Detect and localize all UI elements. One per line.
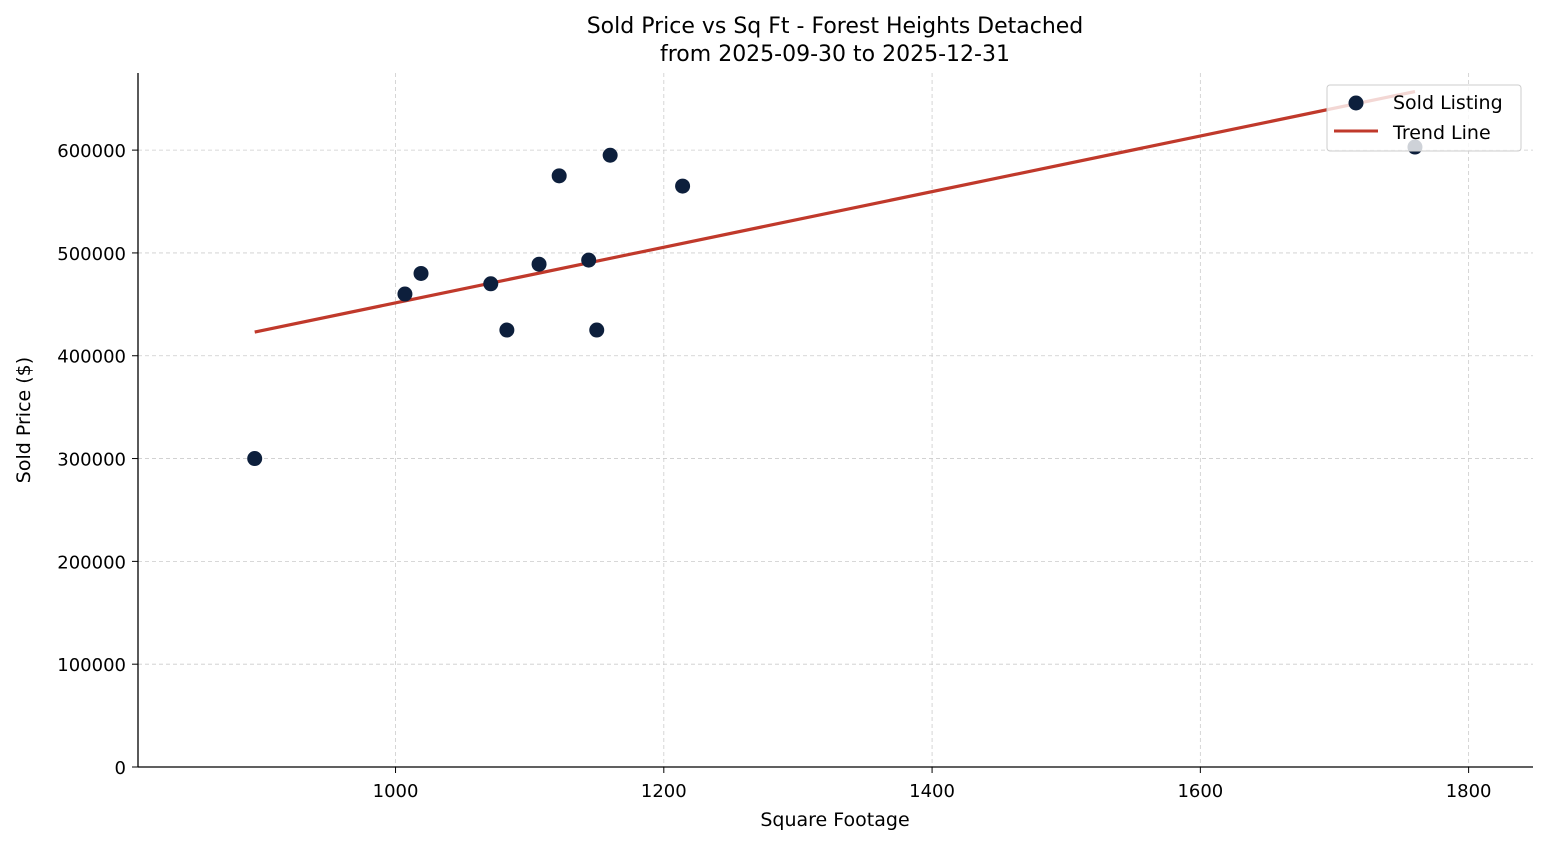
x-tick-label: 1200 — [641, 781, 687, 802]
data-point — [247, 451, 263, 467]
y-axis-label: Sold Price ($) — [13, 357, 35, 483]
y-tick-label: 200000 — [57, 552, 126, 573]
data-point — [589, 322, 605, 338]
data-point — [483, 276, 499, 292]
legend: Sold Listing Trend Line — [1326, 84, 1522, 152]
legend-box — [1326, 84, 1522, 152]
y-tick-label: 600000 — [57, 141, 126, 162]
y-tick-label: 100000 — [57, 655, 126, 676]
data-point — [675, 178, 691, 194]
data-point — [551, 168, 567, 184]
trend-line-group — [254, 89, 1416, 334]
grid — [138, 73, 1533, 768]
legend-label-trend-line: Trend Line — [1392, 122, 1491, 144]
data-point — [499, 322, 515, 338]
y-tick-label: 400000 — [57, 347, 126, 368]
ticks: 1000 1200 1400 1600 1800 0 100000 200000 300000 4… — [57, 141, 1491, 802]
legend-marker-sold-listing — [1348, 95, 1364, 111]
y-tick-label: 300000 — [57, 450, 126, 471]
x-tick-label: 1600 — [1177, 781, 1223, 802]
x-tick-label: 1800 — [1446, 781, 1492, 802]
y-tick-label: 500000 — [57, 244, 126, 265]
points-group — [247, 139, 1423, 467]
data-point — [531, 256, 547, 272]
legend-label-sold-listing: Sold Listing — [1393, 92, 1503, 114]
x-tick-label: 1000 — [373, 781, 419, 802]
x-axis-label: Square Footage — [760, 809, 909, 831]
y-tick-label: 0 — [115, 758, 126, 779]
data-point — [397, 286, 413, 302]
data-point — [602, 147, 618, 163]
chart-title: Sold Price vs Sq Ft - Forest Heights Det… — [587, 14, 1084, 39]
chart-subtitle: from 2025-09-30 to 2025-12-31 — [660, 42, 1010, 67]
data-point — [413, 265, 429, 281]
trend-line — [254, 89, 1416, 334]
x-tick-label: 1400 — [909, 781, 955, 802]
data-point — [581, 252, 597, 268]
